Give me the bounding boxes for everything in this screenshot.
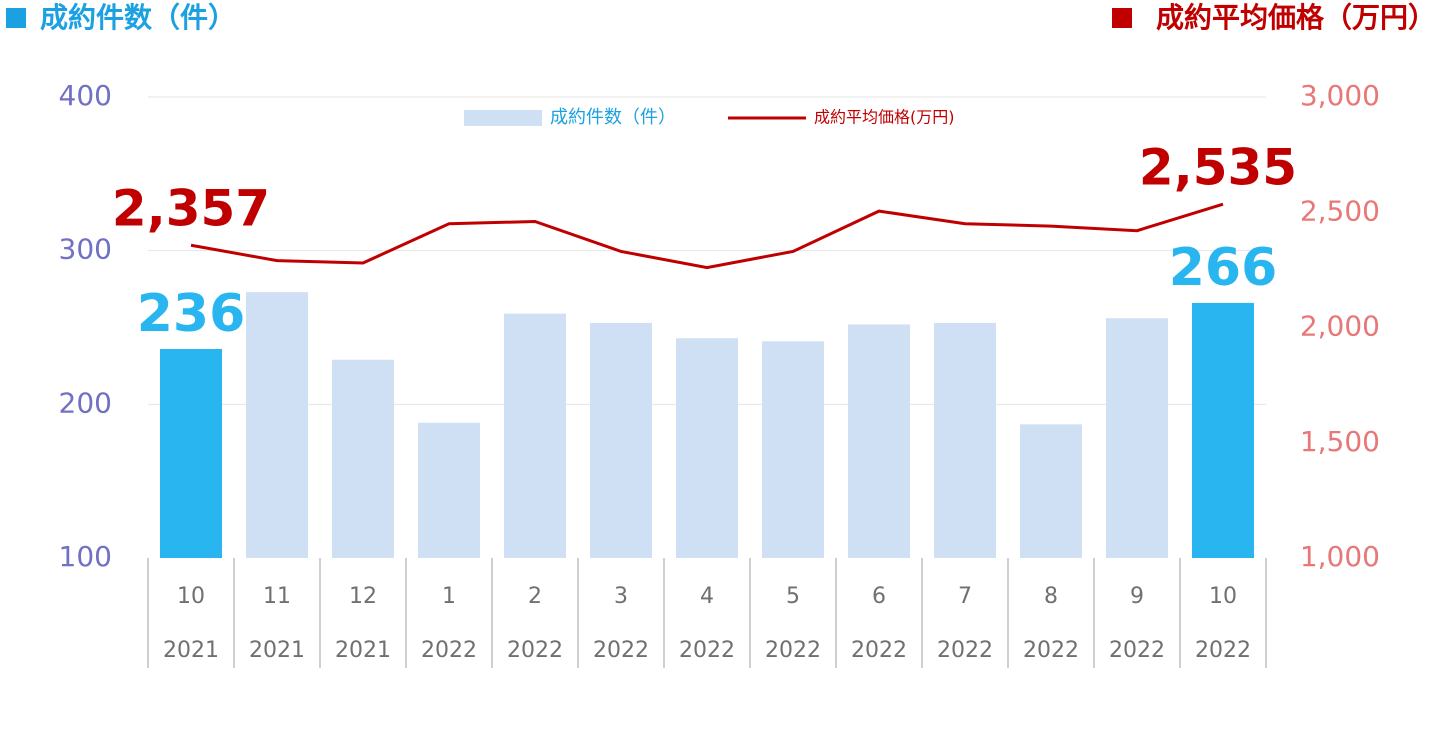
x-tick-label: 12 [349, 584, 377, 609]
x-year-label: 2022 [851, 638, 907, 663]
bar [590, 322, 652, 558]
legend-swatch [464, 110, 542, 126]
price-line [190, 202, 1224, 270]
bar [1106, 318, 1168, 558]
bar [934, 322, 996, 558]
bar [762, 341, 824, 558]
y2-tick-label: 1,000 [1300, 540, 1380, 573]
x-tick-label: 4 [700, 584, 714, 609]
x-year-label: 2022 [937, 638, 993, 663]
x-tick-label: 7 [958, 584, 972, 609]
x-tick-label: 5 [786, 584, 800, 609]
x-tick-label: 11 [263, 584, 291, 609]
bar [160, 349, 222, 558]
legend-label: 成約件数（件） [550, 107, 676, 128]
x-year-label: 2022 [1109, 638, 1165, 663]
x-tick-label: 6 [872, 584, 886, 609]
y2-tick-label: 2,000 [1300, 310, 1380, 343]
bar [676, 338, 738, 558]
left-title: 成約件数（件） [40, 1, 236, 34]
right-title: 成約平均価格（万円） [1156, 1, 1436, 34]
y2-tick-label: 3,000 [1300, 79, 1380, 112]
y-tick-label: 200 [59, 386, 112, 419]
x-tick-label: 9 [1130, 584, 1144, 609]
x-year-label: 2022 [1195, 638, 1251, 663]
y2-tick-label: 2,500 [1300, 194, 1380, 227]
x-tick-label: 10 [1209, 584, 1237, 609]
x-year-label: 2022 [1023, 638, 1079, 663]
bar-value-label: 266 [1169, 238, 1278, 298]
y-tick-label: 400 [59, 79, 112, 112]
line-value-label: 2,357 [112, 180, 270, 238]
bar-value-label: 236 [137, 284, 246, 344]
x-tick-label: 2 [528, 584, 542, 609]
bar [848, 324, 910, 558]
x-tick-label: 1 [442, 584, 456, 609]
bar [246, 292, 308, 558]
x-year-label: 2021 [335, 638, 391, 663]
y-tick-label: 300 [59, 233, 112, 266]
x-year-label: 2022 [765, 638, 821, 663]
bar [504, 313, 566, 558]
bar [1020, 424, 1082, 558]
bar [418, 422, 480, 558]
title-marker [1112, 8, 1132, 28]
title-marker [6, 8, 26, 28]
x-year-label: 2022 [507, 638, 563, 663]
x-tick-label: 10 [177, 584, 205, 609]
x-year-label: 2021 [249, 638, 305, 663]
x-year-label: 2022 [679, 638, 735, 663]
x-year-label: 2021 [163, 638, 219, 663]
y2-tick-label: 1,500 [1300, 425, 1380, 458]
x-year-label: 2022 [593, 638, 649, 663]
line-value-label: 2,535 [1139, 139, 1297, 197]
x-tick-label: 3 [614, 584, 628, 609]
legend-label: 成約平均価格(万円) [814, 108, 955, 127]
bar [1192, 302, 1254, 558]
bar [332, 359, 394, 558]
y-tick-label: 100 [59, 540, 112, 573]
x-year-label: 2022 [421, 638, 477, 663]
x-tick-label: 8 [1044, 584, 1058, 609]
